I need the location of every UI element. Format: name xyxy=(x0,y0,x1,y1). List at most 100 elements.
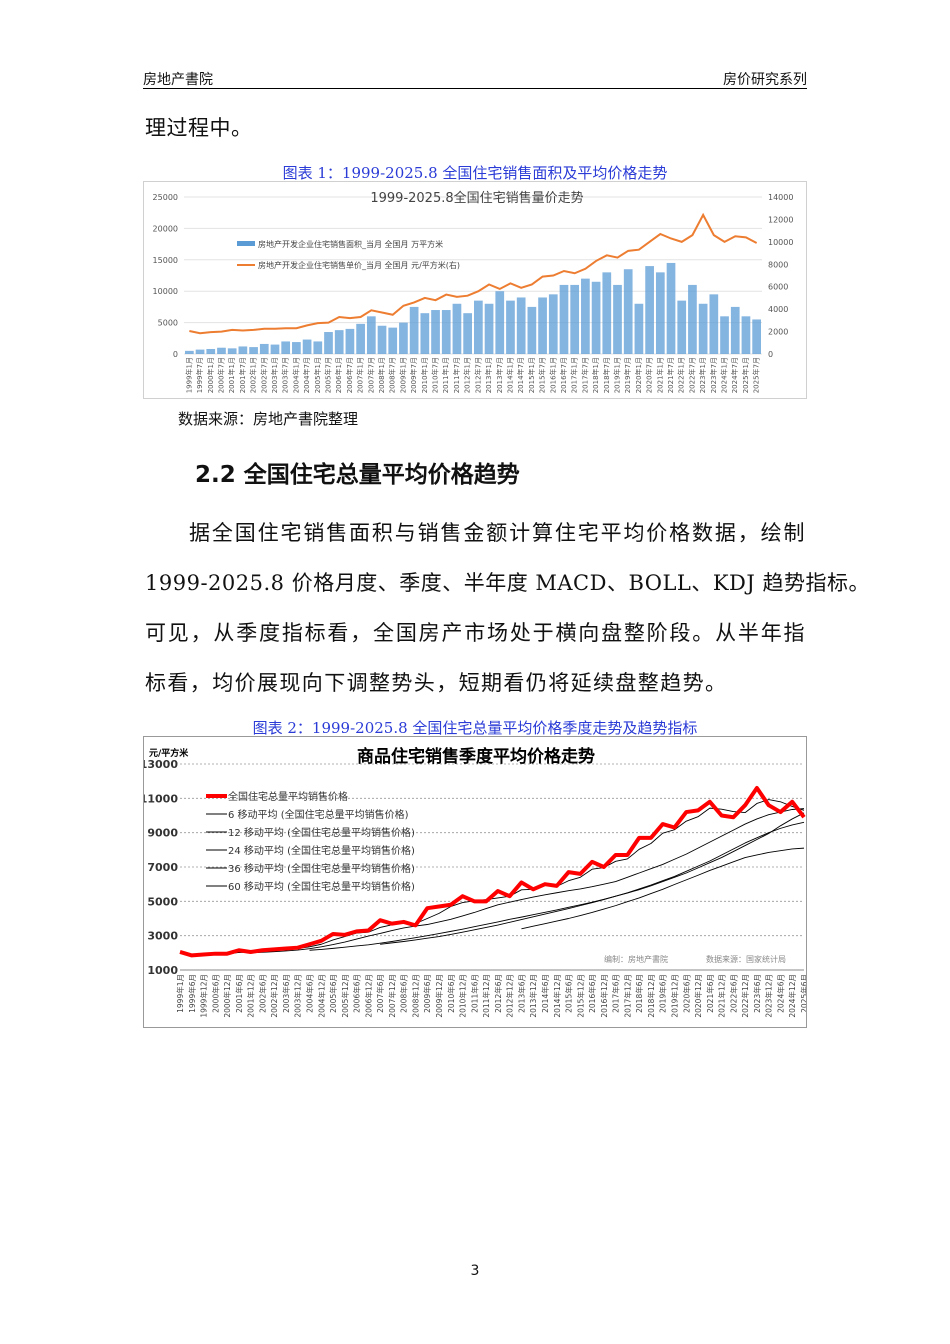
intro-tail: 理过程中。 xyxy=(145,116,253,140)
chart2-svg: 1000 3000 5000 7000 9000 11000 13000元/平方米 商品住宅销… xyxy=(140,746,809,1018)
y-left-tick-label: 15000 xyxy=(153,256,178,265)
x-tick-label: 2010年12月 xyxy=(458,974,468,1018)
x-tick-label: 1999年12月 xyxy=(199,974,209,1018)
y-left-tick-label: 0 xyxy=(173,350,178,359)
x-tick-label: 2011年12月 xyxy=(481,974,491,1018)
x-tick-label: 2015年6月 xyxy=(564,974,574,1013)
bar xyxy=(420,313,430,354)
y-right-tick-label: 12000 xyxy=(768,215,793,224)
x-tick-label: 1999年1月 xyxy=(175,974,185,1013)
x-tick-label: 2001年12月 xyxy=(246,974,256,1018)
bar xyxy=(506,300,515,354)
x-tick-label: 2015年1月 xyxy=(527,357,536,393)
chart-source: 数据来源：国家统计局 xyxy=(706,954,786,964)
x-tick-label: 2005年12月 xyxy=(340,974,350,1018)
x-tick-label: 2008年7月 xyxy=(388,357,397,393)
x-tick-label: 2014年7月 xyxy=(516,357,525,393)
x-tick-label: 2009年12月 xyxy=(434,974,444,1018)
x-tick-label: 2022年6月 xyxy=(728,974,738,1013)
legend-label: 60 移动平均 (全国住宅总量平均销售价格) xyxy=(228,880,415,893)
legend-label: 房地产开发企业住宅销售单价_当月 全国月 元/平方米(右) xyxy=(258,260,460,270)
bar xyxy=(720,316,729,354)
moving-average-line xyxy=(203,799,805,956)
y-right-tick-label: 0 xyxy=(768,350,773,359)
bar xyxy=(292,342,301,354)
x-tick-label: 2017年1月 xyxy=(570,357,579,393)
x-tick-label: 2020年6月 xyxy=(681,974,691,1013)
y-right-tick-label: 8000 xyxy=(768,260,788,269)
bar xyxy=(677,300,687,354)
moving-average-line xyxy=(309,812,805,951)
x-tick-label: 2008年1月 xyxy=(377,357,386,393)
x-tick-label: 2004年1月 xyxy=(291,357,300,393)
bar xyxy=(645,266,654,354)
x-tick-label: 2021年7月 xyxy=(666,357,675,393)
x-tick-label: 2024年12月 xyxy=(787,974,797,1018)
x-tick-label: 2016年7月 xyxy=(559,357,568,393)
x-tick-label: 2020年12月 xyxy=(693,974,703,1018)
x-tick-label: 2024年6月 xyxy=(775,974,785,1013)
x-tick-label: 2016年1月 xyxy=(548,357,557,393)
x-tick-label: 2013年7月 xyxy=(495,357,504,393)
x-tick-label: 2025年6月 xyxy=(799,974,806,1013)
x-tick-label: 2021年12月 xyxy=(717,974,727,1018)
x-tick-label: 2022年7月 xyxy=(687,357,696,393)
x-tick-label: 2016年6月 xyxy=(587,974,597,1013)
x-tick-label: 2018年6月 xyxy=(634,974,644,1013)
x-tick-label: 2022年1月 xyxy=(677,357,686,393)
bar xyxy=(238,346,248,354)
bar xyxy=(709,294,719,354)
bar xyxy=(752,319,761,354)
bar xyxy=(527,306,537,354)
moving-average-line xyxy=(380,821,805,945)
x-tick-label: 2011年6月 xyxy=(469,974,479,1013)
bar xyxy=(388,327,398,354)
chart1-title: 1999-2025.8全国住宅销售量价走势 xyxy=(370,190,583,206)
y-right-tick-label: 10000 xyxy=(768,238,793,247)
bar xyxy=(581,278,590,354)
x-tick-label: 2017年6月 xyxy=(611,974,621,1013)
x-tick-label: 2002年1月 xyxy=(249,357,258,393)
bar xyxy=(613,284,622,354)
y-right-tick-label: 4000 xyxy=(768,305,788,314)
x-tick-label: 2014年6月 xyxy=(540,974,550,1013)
bar xyxy=(474,300,483,354)
bar xyxy=(227,348,237,354)
x-tick-label: 2019年12月 xyxy=(669,974,679,1018)
bar xyxy=(602,272,612,354)
x-tick-label: 2007年7月 xyxy=(366,357,375,393)
x-tick-label: 2023年1月 xyxy=(698,357,707,393)
x-tick-label: 2000年1月 xyxy=(206,357,215,393)
x-tick-label: 2019年6月 xyxy=(658,974,668,1013)
legend-label: 6 移动平均 (全国住宅总量平均销售价格) xyxy=(228,808,409,821)
bar xyxy=(217,347,226,354)
bar xyxy=(356,323,365,354)
figure1-caption: 图表 1：1999-2025.8 全国住宅销售面积及平均价格走势 xyxy=(282,164,668,182)
chart1-frame: 0 5000 10000 15000 20000 25000 0 2000 4000 6000 80… xyxy=(143,181,807,399)
x-tick-label: 2020年1月 xyxy=(634,357,643,393)
bar xyxy=(431,310,440,354)
bar xyxy=(591,281,601,354)
x-tick-label: 2024年7月 xyxy=(730,357,739,393)
y-right-tick-label: 2000 xyxy=(768,328,788,337)
bar xyxy=(345,328,355,354)
x-tick-label: 2010年7月 xyxy=(431,357,440,393)
paragraph-line: 标看，均价展现向下调整势头，短期看仍将延续盘整趋势。 xyxy=(145,671,728,695)
x-tick-label: 1999年7月 xyxy=(195,357,204,393)
bar xyxy=(185,350,194,354)
y-tick-label: 9000 xyxy=(147,827,178,840)
price-line xyxy=(179,786,806,958)
section-heading: 2.2 全国住宅总量平均价格趋势 xyxy=(195,462,520,488)
bar xyxy=(206,348,216,354)
x-tick-label: 2018年7月 xyxy=(602,357,611,393)
x-tick-label: 2000年12月 xyxy=(222,974,232,1018)
y-right-tick-label: 14000 xyxy=(768,193,793,202)
x-tick-label: 2013年12月 xyxy=(528,974,538,1018)
x-tick-label: 2019年1月 xyxy=(613,357,622,393)
x-tick-label: 2014年1月 xyxy=(505,357,514,393)
x-tick-label: 2012年6月 xyxy=(493,974,503,1013)
page-number: 3 xyxy=(470,1263,480,1279)
bar xyxy=(688,284,697,354)
y-tick-label: 3000 xyxy=(147,930,178,943)
header-divider xyxy=(143,88,807,89)
